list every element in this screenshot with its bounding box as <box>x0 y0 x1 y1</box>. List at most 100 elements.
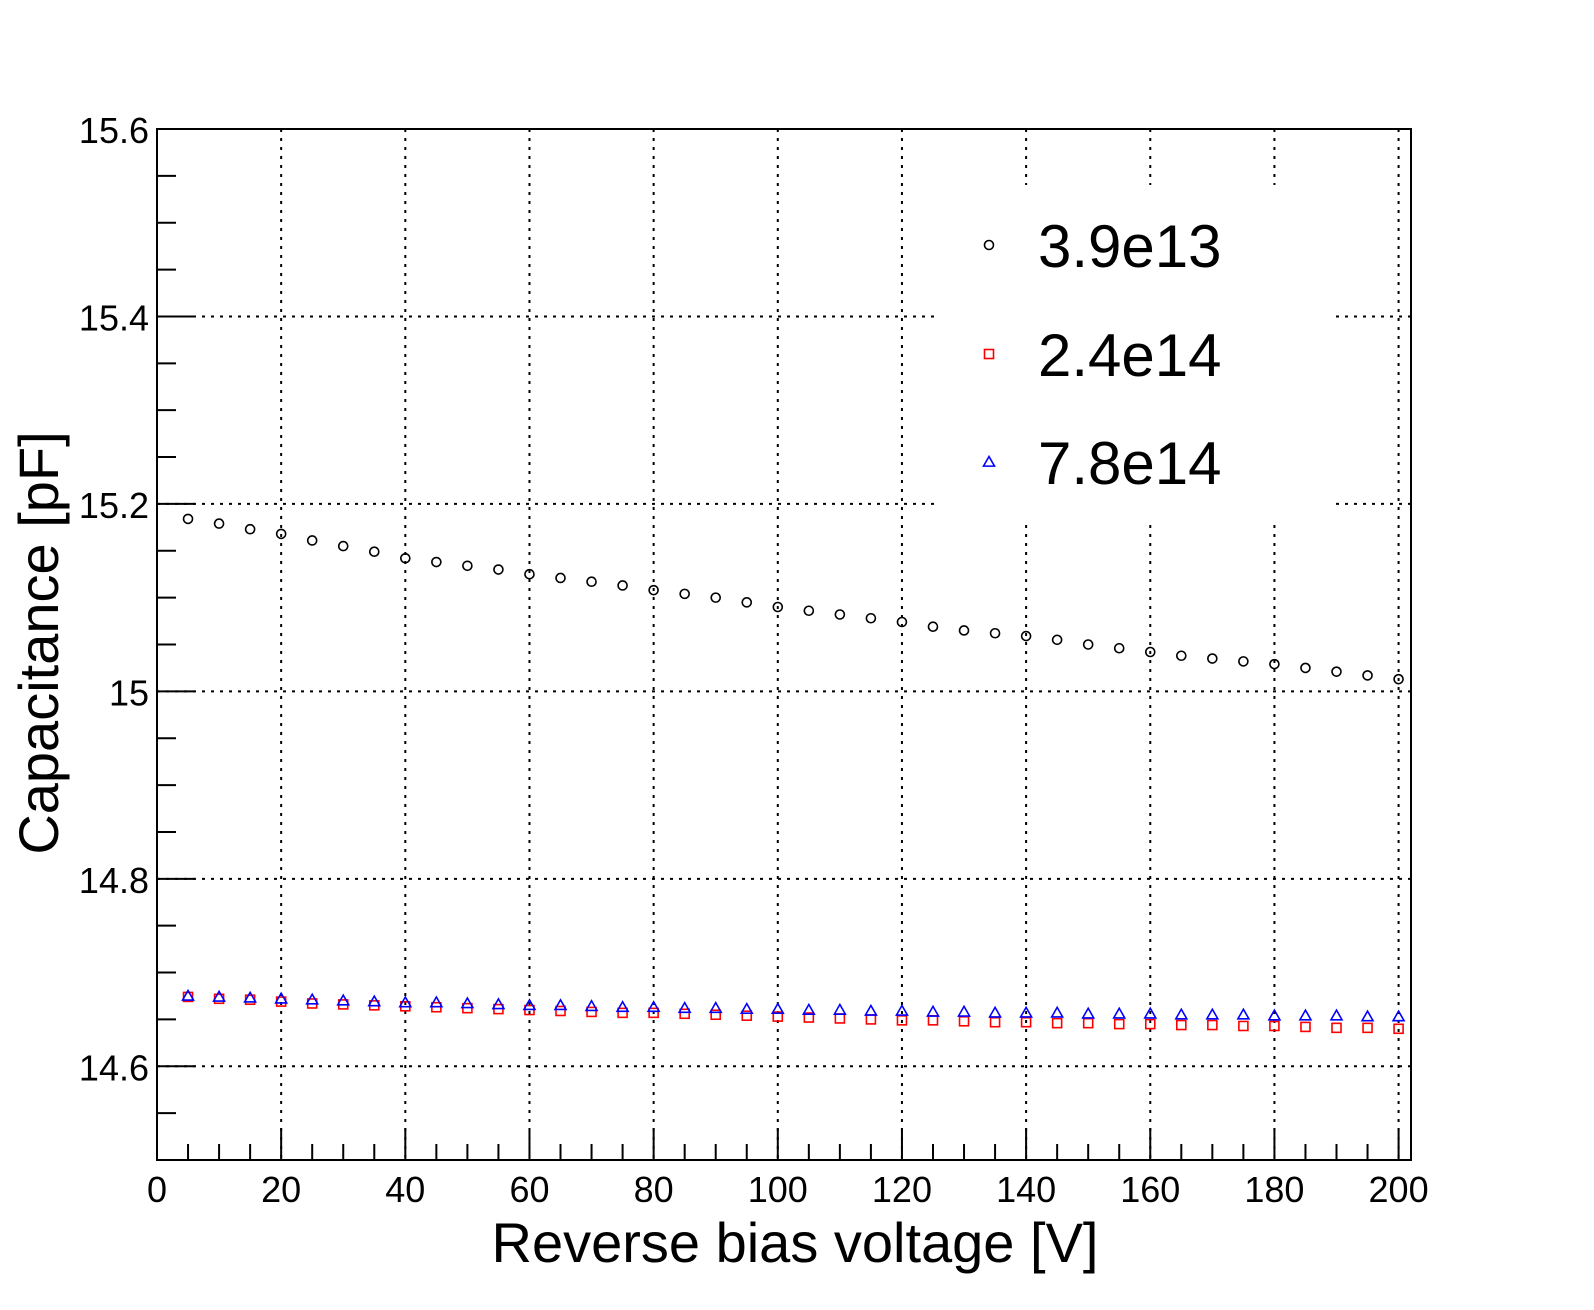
data-point <box>1144 1018 1156 1030</box>
data-point <box>679 588 690 600</box>
data-point <box>1362 1022 1373 1034</box>
legend-label: 7.8e14 <box>1038 430 1222 497</box>
data-point <box>1019 1005 1033 1018</box>
data-point <box>801 1002 816 1015</box>
data-point <box>648 584 659 596</box>
data-point <box>429 995 444 1008</box>
data-point <box>1207 653 1218 664</box>
x-tick-label: 0 <box>147 1169 167 1210</box>
data-point <box>772 601 784 613</box>
data-point <box>1269 1020 1280 1032</box>
data-point <box>1082 639 1094 650</box>
legend-marker-square <box>983 348 995 360</box>
data-point <box>1144 646 1156 658</box>
data-point <box>553 998 568 1011</box>
data-point <box>648 1007 659 1019</box>
data-point <box>1300 662 1311 674</box>
legend-marker-triangle <box>982 454 996 467</box>
data-point <box>741 597 753 608</box>
data-point <box>244 523 256 535</box>
y-axis-title: Capacitance [pF] <box>7 431 70 854</box>
data-point <box>586 576 597 588</box>
data-point <box>834 609 846 620</box>
data-point <box>586 1006 597 1018</box>
data-point <box>646 1000 661 1013</box>
data-point <box>1174 1007 1189 1020</box>
data-point <box>1269 658 1280 670</box>
data-point <box>832 1002 847 1015</box>
data-point <box>772 1011 784 1022</box>
data-point <box>1331 1022 1342 1034</box>
y-tick-label: 15.2 <box>79 485 149 526</box>
data-point <box>1205 1007 1220 1020</box>
data-point <box>213 518 225 529</box>
data-point <box>400 552 411 564</box>
data-point <box>368 546 380 558</box>
data-point <box>1051 1017 1063 1029</box>
tick-labels: 0 20 40 60 80 100 120 140 160 180 200 14.6 14.8 15 15.… <box>79 110 1429 1210</box>
y-tick-label: 15.6 <box>79 110 149 151</box>
data-point <box>803 1012 815 1023</box>
data-point <box>336 993 351 1006</box>
legend-marker-circle <box>983 239 995 251</box>
data-point <box>522 998 537 1011</box>
x-tick-label: 40 <box>385 1169 425 1210</box>
data-point <box>679 1008 690 1020</box>
x-tick-label: 160 <box>1120 1169 1180 1210</box>
x-tick-label: 80 <box>634 1169 674 1210</box>
data-point <box>1113 1018 1125 1030</box>
data-point <box>337 540 349 552</box>
data-point <box>1081 1006 1096 1019</box>
data-point <box>1298 1008 1313 1021</box>
data-point <box>491 997 506 1010</box>
y-tick-label: 14.8 <box>79 860 149 901</box>
data-point <box>803 605 815 617</box>
legend-label: 2.4e14 <box>1038 322 1222 389</box>
data-point <box>708 1001 723 1014</box>
data-point <box>462 560 473 572</box>
data-point <box>367 994 382 1007</box>
data-point <box>989 627 1001 639</box>
data-point <box>1113 642 1125 654</box>
data-point <box>710 1009 722 1021</box>
data-point <box>958 625 970 636</box>
legend-background <box>940 185 1335 520</box>
y-tick-label: 14.6 <box>79 1047 149 1088</box>
data-point <box>555 572 566 584</box>
series-3.9e13 <box>182 513 1404 685</box>
data-point <box>864 1003 878 1016</box>
data-point <box>493 564 504 575</box>
data-point <box>617 580 628 591</box>
data-point <box>1362 670 1373 681</box>
data-point <box>243 990 257 1003</box>
data-point <box>1331 666 1342 677</box>
data-point <box>1393 673 1404 685</box>
data-point <box>957 1004 971 1017</box>
series-7.8e14 <box>181 988 1406 1022</box>
data-point <box>988 1005 1002 1018</box>
data-point <box>182 513 194 525</box>
data-point <box>615 1000 630 1013</box>
data-point <box>770 1001 785 1015</box>
data-point <box>1176 650 1187 662</box>
data-point <box>1051 634 1063 646</box>
data-point <box>212 989 226 1002</box>
data-point <box>555 1005 566 1017</box>
data-point <box>927 621 939 632</box>
x-tick-label: 20 <box>261 1169 301 1210</box>
data-point <box>710 592 722 603</box>
data-point <box>1143 1006 1158 1019</box>
y-tick-label: 15 <box>109 672 149 713</box>
data-point <box>1300 1021 1311 1033</box>
data-point <box>1050 1005 1065 1018</box>
data-point <box>524 568 535 580</box>
data-point <box>1236 1007 1251 1020</box>
legend: 3.9e13 2.4e14 7.8e14 <box>940 185 1335 520</box>
data-point <box>1393 1023 1404 1035</box>
axis-ticks <box>157 128 1400 1161</box>
data-point <box>431 556 442 568</box>
data-point <box>1238 656 1249 667</box>
data-point <box>275 528 287 540</box>
